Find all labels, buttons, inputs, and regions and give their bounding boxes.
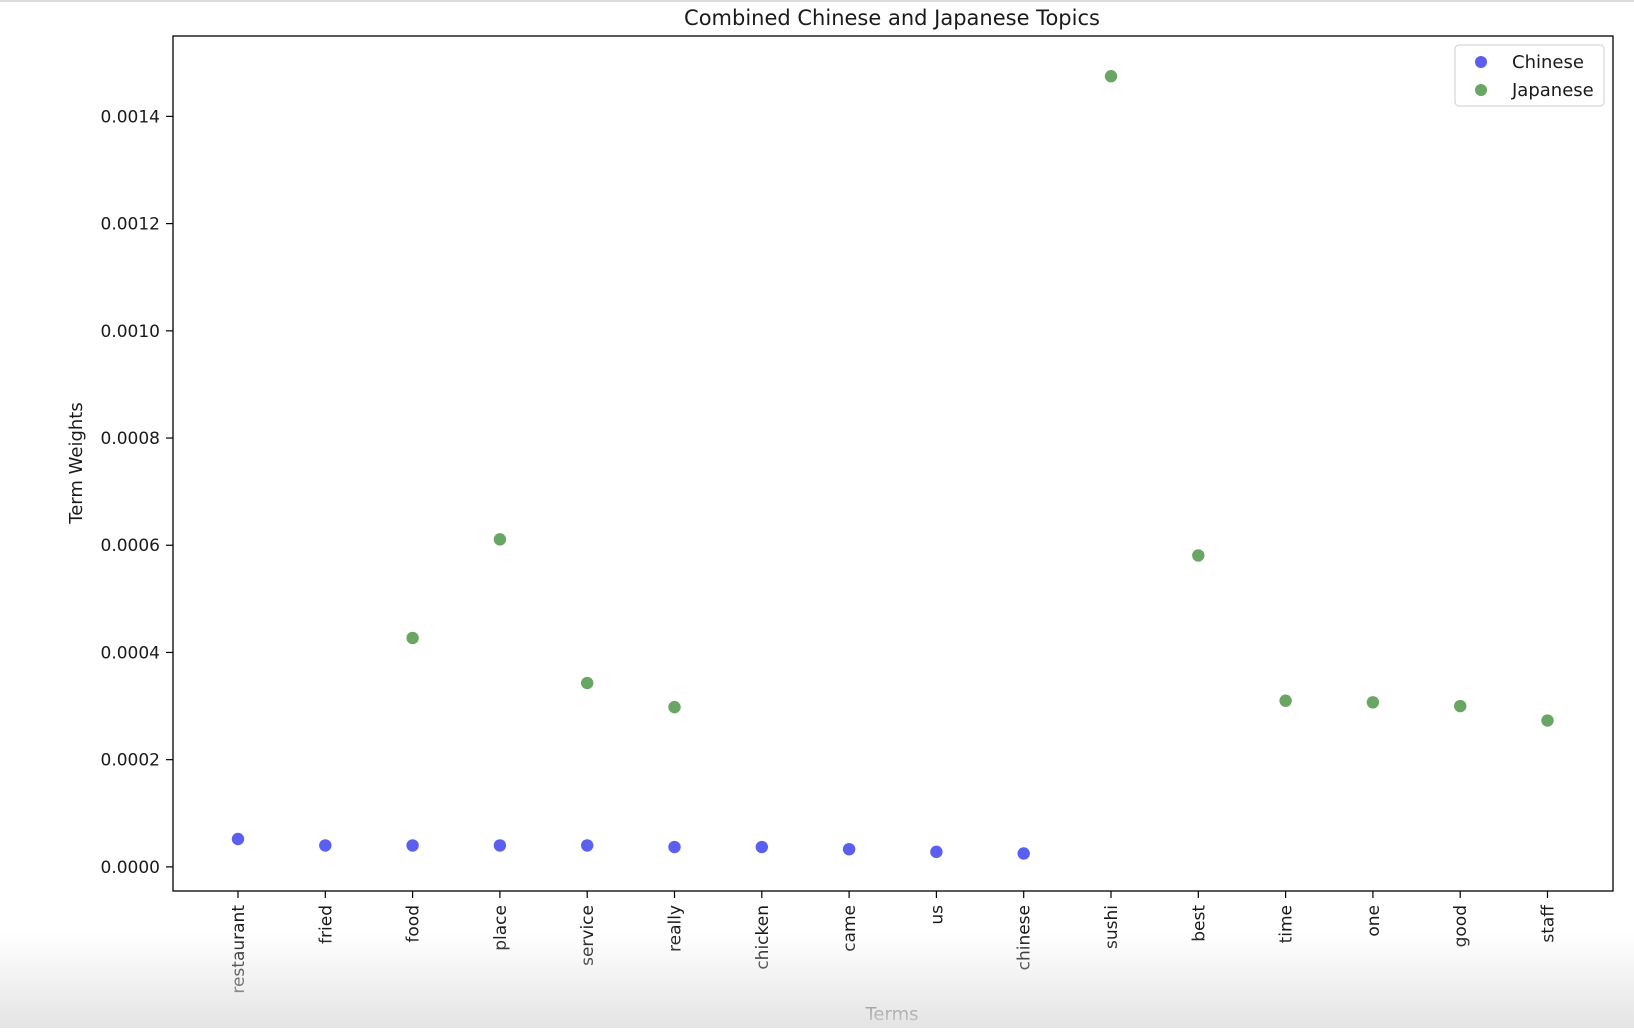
point-japanese-one xyxy=(1366,696,1380,709)
legend-marker-chinese xyxy=(1475,56,1487,68)
point-japanese-time xyxy=(1279,694,1292,707)
point-japanese-place xyxy=(493,533,507,546)
legend-label-japanese: Japanese xyxy=(1511,80,1594,101)
y-tick-label: 0.0014 xyxy=(101,107,160,127)
y-tick-label: 0.0006 xyxy=(101,536,160,556)
point-chinese-came xyxy=(842,842,856,856)
x-tick-label: came xyxy=(840,905,860,952)
x-tick-label: us xyxy=(927,905,947,925)
point-chinese-chinese xyxy=(1017,847,1030,860)
legend: Chinese Japanese xyxy=(1454,44,1605,107)
legend-marker-japanese xyxy=(1475,84,1487,96)
point-chinese-food xyxy=(406,839,419,852)
chart-title: Combined Chinese and Japanese Topics xyxy=(684,6,1100,30)
x-tick-label: best xyxy=(1189,905,1209,942)
point-japanese-food xyxy=(406,631,419,645)
x-tick-label: staff xyxy=(1539,904,1559,943)
x-tick-label: chicken xyxy=(753,905,773,970)
point-chinese-place xyxy=(493,839,507,852)
y-tick-label: 0.0002 xyxy=(101,751,160,771)
y-tick-label: 0.0012 xyxy=(101,215,160,235)
y-tick-label: 0.0010 xyxy=(101,322,160,342)
point-chinese-really xyxy=(668,840,681,854)
point-chinese-us xyxy=(930,845,943,859)
point-chinese-restaurant xyxy=(231,832,245,846)
y-axis-label: Term Weights xyxy=(66,402,87,524)
y-tick-label: 0.0000 xyxy=(101,858,160,878)
x-tick-label: food xyxy=(404,905,424,943)
x-tick-label: place xyxy=(491,905,511,951)
point-japanese-really xyxy=(668,700,681,714)
y-tick-label: 0.0008 xyxy=(101,429,160,449)
x-tick-label: good xyxy=(1451,905,1471,947)
legend-label-chinese: Chinese xyxy=(1512,52,1584,73)
y-tick-label: 0.0004 xyxy=(101,643,160,663)
x-tick-label: really xyxy=(666,905,686,952)
x-tick-label: restaurant xyxy=(229,905,249,994)
x-tick-label: one xyxy=(1364,905,1384,937)
point-japanese-service xyxy=(581,676,594,690)
window-top-border xyxy=(0,0,1634,2)
point-japanese-best xyxy=(1192,549,1205,562)
x-tick-label: service xyxy=(578,905,598,966)
point-chinese-chicken xyxy=(755,840,768,854)
point-chinese-fried xyxy=(319,839,332,852)
point-japanese-sushi xyxy=(1104,70,1118,83)
point-japanese-good xyxy=(1454,699,1467,713)
point-japanese-staff xyxy=(1541,714,1554,727)
plot-frame xyxy=(172,35,1614,892)
plot-area: 0.0000 0.0002 0.0004 0.0006 0.0008 0.0010 0.00… xyxy=(101,70,1559,994)
x-axis-label: Terms xyxy=(864,1004,918,1025)
x-tick-label: chinese xyxy=(1015,905,1035,970)
point-chinese-service xyxy=(581,839,594,852)
legend-box xyxy=(1454,44,1605,107)
x-tick-label: sushi xyxy=(1102,905,1122,949)
x-tick-label: fried xyxy=(316,905,336,944)
x-tick-label: time xyxy=(1277,905,1297,943)
